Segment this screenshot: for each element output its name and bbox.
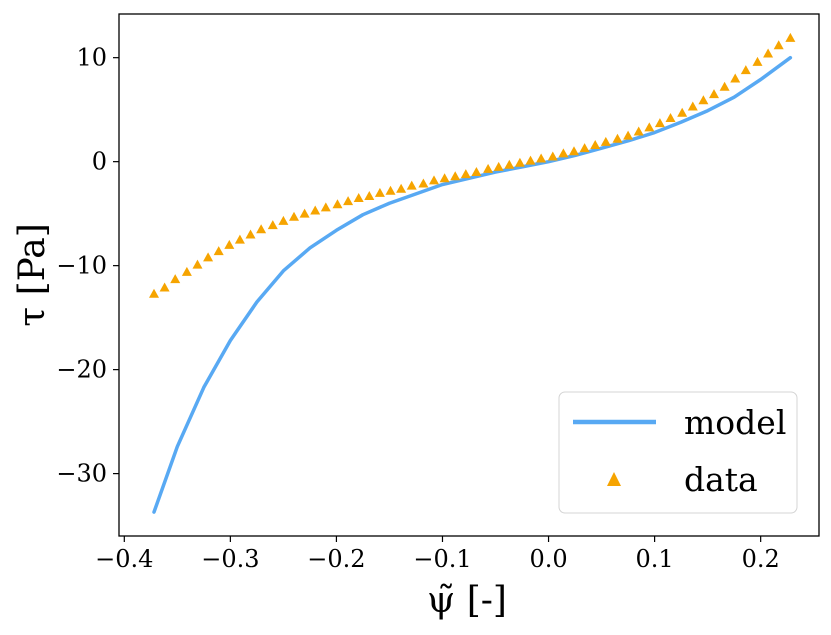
x-tick-label: 0.1 — [636, 545, 674, 573]
data-point — [579, 143, 590, 153]
y-tick-label: −10 — [56, 252, 107, 280]
legend-data-label: data — [684, 460, 758, 499]
data-point — [289, 211, 299, 221]
y-tick-label: 0 — [92, 148, 107, 176]
data-point — [332, 199, 343, 209]
y-tick-label: −30 — [56, 460, 107, 488]
data-point — [633, 126, 644, 136]
x-tick-label: 0.2 — [742, 545, 780, 573]
legend: model data — [558, 391, 798, 514]
data-point — [740, 65, 751, 75]
x-tick-label: −0.3 — [201, 545, 259, 573]
data-point — [149, 288, 159, 298]
x-tick-label: 0.0 — [529, 545, 567, 573]
data-point — [719, 81, 730, 91]
data-point — [234, 234, 245, 244]
data-point — [665, 112, 676, 122]
data-point — [406, 180, 417, 190]
data-point — [299, 208, 310, 218]
data-point — [267, 220, 278, 230]
data-point — [245, 229, 256, 239]
x-tick-label: −0.4 — [95, 545, 153, 573]
data-point — [429, 175, 439, 185]
data-point — [192, 259, 203, 269]
legend-data-swatch — [607, 472, 621, 486]
data-point — [654, 118, 665, 128]
data-point — [374, 187, 385, 197]
data-point — [785, 32, 796, 42]
data-point — [763, 48, 774, 58]
data-point — [623, 130, 634, 140]
data-point — [159, 282, 170, 292]
data-point — [320, 202, 331, 212]
data-point — [687, 101, 698, 111]
data-point — [493, 161, 504, 171]
data-point — [773, 40, 784, 50]
data-point — [483, 163, 494, 173]
data-point — [698, 95, 709, 105]
data-point — [644, 122, 655, 132]
axes-frame — [118, 13, 820, 537]
data-point — [364, 190, 375, 200]
data-point — [752, 56, 763, 66]
x-tick-label: −0.2 — [307, 545, 365, 573]
data-point — [450, 171, 461, 181]
legend-model-label: model — [684, 403, 786, 442]
data-point — [460, 169, 471, 179]
data-point — [213, 246, 224, 256]
data-point — [536, 153, 547, 163]
axes: −0.4 −0.3 −0.2 −0.1 0.0 0.1 0.2 −30 −20 −10 0 10 — [56, 13, 820, 573]
data-point — [181, 266, 192, 276]
y-tick-label: −20 — [56, 356, 107, 384]
data-point — [170, 274, 181, 284]
data-point — [278, 215, 289, 225]
data-point — [343, 196, 354, 206]
data-point — [504, 159, 515, 169]
y-tick-label: 10 — [76, 44, 107, 72]
data-point — [612, 133, 623, 143]
data-point — [310, 205, 321, 215]
data-point — [569, 146, 579, 156]
data-point — [256, 224, 267, 234]
data-point — [730, 73, 741, 83]
data-point — [600, 136, 611, 146]
data-point — [547, 151, 558, 161]
data-point — [677, 107, 688, 117]
data-point — [558, 148, 569, 158]
model-series-line — [152, 55, 793, 514]
data-point — [385, 185, 396, 195]
x-tick-label: −0.1 — [413, 545, 471, 573]
data-point — [590, 140, 601, 150]
data-point — [396, 183, 407, 193]
data-point — [525, 155, 536, 165]
data-point — [203, 252, 214, 262]
y-axis-label: τ [Pa] — [12, 223, 53, 327]
x-axis-label: ψ̃ [-] — [427, 580, 507, 621]
data-point — [439, 173, 450, 183]
plot-area — [149, 32, 796, 514]
data-point — [514, 157, 525, 167]
data-point — [709, 89, 719, 99]
data-point — [224, 239, 235, 249]
data-point — [418, 178, 429, 188]
data-point — [471, 167, 482, 177]
data-point — [353, 193, 364, 203]
